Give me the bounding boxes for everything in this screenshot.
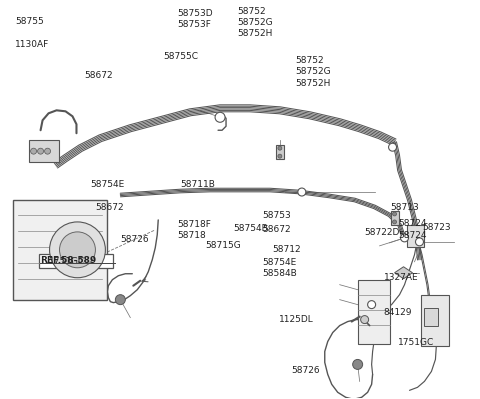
Text: 58723: 58723 (422, 223, 451, 231)
Circle shape (389, 143, 396, 151)
Circle shape (115, 295, 125, 304)
Text: 58724: 58724 (398, 231, 426, 240)
Text: 58754E
58584B: 58754E 58584B (263, 258, 297, 279)
Text: 58672: 58672 (263, 225, 291, 234)
Circle shape (60, 232, 96, 268)
Text: 58754B: 58754B (234, 224, 268, 233)
Text: 1125DL: 1125DL (279, 315, 314, 324)
Text: 58754E: 58754E (90, 180, 124, 189)
Text: 1327AE: 1327AE (384, 273, 418, 282)
Text: 1130AF: 1130AF (15, 40, 49, 49)
Circle shape (45, 148, 50, 154)
Text: 58724: 58724 (398, 219, 426, 227)
Text: 58718F
58718: 58718F 58718 (178, 220, 212, 240)
Circle shape (353, 359, 363, 369)
Text: 58713: 58713 (391, 203, 420, 213)
Circle shape (298, 188, 306, 196)
Text: 58753: 58753 (263, 211, 291, 219)
Circle shape (278, 146, 282, 150)
Circle shape (31, 148, 36, 154)
Bar (391, 211, 398, 225)
Bar (407, 225, 424, 247)
Bar (424, 308, 438, 326)
Circle shape (393, 220, 396, 224)
Circle shape (215, 112, 225, 122)
Circle shape (416, 238, 423, 246)
Bar (421, 295, 449, 346)
Text: 1751GC: 1751GC (398, 338, 434, 347)
Bar (276, 145, 284, 159)
Circle shape (37, 148, 44, 154)
Text: 58752
58752G
58752H: 58752 58752G 58752H (238, 7, 273, 38)
Text: 1751GC: 1751GC (48, 257, 85, 266)
Circle shape (360, 316, 369, 324)
Text: 58722D: 58722D (364, 228, 400, 237)
Text: 58726: 58726 (120, 235, 149, 244)
Circle shape (400, 234, 408, 242)
Text: 84129: 84129 (384, 308, 412, 317)
Text: 58752
58752G
58752H: 58752 58752G 58752H (295, 56, 331, 87)
Text: 58753D
58753F: 58753D 58753F (178, 9, 214, 29)
Text: 58712: 58712 (272, 245, 300, 254)
Bar (358, 280, 390, 344)
Text: 58755: 58755 (15, 17, 44, 26)
Text: REF.58-589: REF.58-589 (40, 256, 96, 265)
Circle shape (393, 212, 396, 216)
Bar (29, 140, 59, 162)
Circle shape (49, 222, 106, 278)
Text: 58755C: 58755C (163, 52, 198, 61)
Text: 58711B: 58711B (180, 180, 215, 189)
Circle shape (368, 301, 376, 308)
Bar (12, 200, 108, 300)
Text: 58715G: 58715G (205, 241, 241, 250)
Bar (38, 254, 113, 268)
Text: 58672: 58672 (96, 203, 124, 213)
Text: 58726: 58726 (291, 367, 320, 375)
Text: 58672: 58672 (84, 71, 113, 81)
Circle shape (278, 154, 282, 158)
Polygon shape (395, 267, 412, 279)
